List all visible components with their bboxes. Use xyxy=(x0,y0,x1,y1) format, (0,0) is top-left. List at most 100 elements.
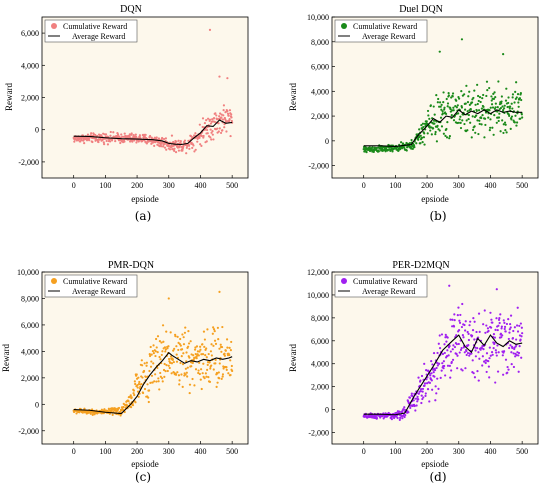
scatter-point xyxy=(507,368,510,371)
scatter-point xyxy=(447,94,451,97)
scatter-point xyxy=(451,358,455,361)
scatter-point xyxy=(190,365,193,368)
scatter-point xyxy=(130,396,133,399)
scatter-point xyxy=(428,400,431,403)
scatter-point xyxy=(440,369,443,372)
scatter-point xyxy=(403,406,406,409)
scatter-point xyxy=(176,335,179,338)
y-axis-label: Reward xyxy=(4,83,14,111)
x-tick-label: 200 xyxy=(131,181,143,190)
scatter-point xyxy=(189,340,192,343)
scatter-point xyxy=(458,118,461,121)
scatter-point xyxy=(222,104,226,107)
scatter-point xyxy=(488,109,491,112)
scatter-point xyxy=(229,349,232,352)
scatter-point xyxy=(175,353,178,356)
scatter-point xyxy=(467,338,471,342)
scatter-point xyxy=(163,143,166,146)
scatter-point xyxy=(229,134,232,138)
scatter-point xyxy=(433,375,436,378)
y-ticks: -2,000 0 2,000 4,000 6,000 xyxy=(18,29,45,167)
scatter-point xyxy=(463,323,466,327)
scatter-point xyxy=(460,90,463,93)
scatter-point xyxy=(444,112,448,116)
scatter-point xyxy=(179,140,182,143)
scatter-point xyxy=(411,394,414,398)
scatter-point xyxy=(190,141,193,144)
scatter-point xyxy=(155,346,158,349)
scatter-point xyxy=(483,360,486,363)
y-tick-label: 12,000 xyxy=(307,268,329,277)
scatter-point xyxy=(142,391,145,395)
y-tick-label: 4,000 xyxy=(311,87,329,96)
y-tick-label: -2,000 xyxy=(308,162,329,171)
scatter-point xyxy=(189,135,193,138)
scatter-point xyxy=(435,366,438,370)
scatter-point xyxy=(218,362,221,365)
scatter-point xyxy=(470,101,474,104)
scatter-point xyxy=(170,134,174,137)
y-tick-label: 8,000 xyxy=(311,38,329,47)
scatter-point xyxy=(161,145,165,148)
scatter-point xyxy=(501,354,504,357)
scatter-point xyxy=(433,113,436,116)
scatter-point xyxy=(209,350,213,353)
scatter-point xyxy=(174,373,178,376)
y-tick-label: -2,000 xyxy=(308,429,329,438)
scatter-point xyxy=(457,306,460,309)
scatter-point xyxy=(161,377,164,380)
scatter-point xyxy=(226,112,230,115)
scatter-point xyxy=(442,367,445,370)
scatter-point xyxy=(165,363,168,367)
y-tick-label: 10,000 xyxy=(307,13,329,22)
scatter-point xyxy=(193,356,196,359)
scatter-point xyxy=(502,373,505,376)
scatter-point xyxy=(131,404,135,407)
scatter-point xyxy=(463,122,466,126)
scatter-point xyxy=(230,364,233,368)
scatter-point xyxy=(181,385,184,389)
scatter-point xyxy=(423,384,426,387)
scatter-points xyxy=(72,290,234,417)
scatter-point xyxy=(200,387,203,391)
scatter-point xyxy=(465,349,468,353)
scatter-point xyxy=(165,148,168,151)
scatter-point xyxy=(141,376,144,379)
scatter-point xyxy=(73,140,76,143)
scatter-point xyxy=(223,123,226,126)
scatter-point xyxy=(470,334,474,337)
scatter-point xyxy=(408,141,412,145)
scatter-point xyxy=(500,102,503,105)
scatter-point xyxy=(90,132,93,135)
x-tick-label: 200 xyxy=(131,447,143,456)
scatter-point xyxy=(511,107,514,110)
scatter-point xyxy=(187,345,190,348)
scatter-point xyxy=(427,114,430,117)
scatter-point xyxy=(183,331,187,334)
scatter-point xyxy=(155,380,158,383)
scatter-point xyxy=(88,139,91,142)
scatter-point xyxy=(448,284,451,287)
legend-marker-scatter xyxy=(341,23,347,29)
scatter-point xyxy=(493,114,496,117)
scatter-point xyxy=(75,412,78,415)
scatter-point xyxy=(452,119,456,122)
x-tick-label: 100 xyxy=(389,181,401,190)
scatter-point xyxy=(474,131,477,134)
scatter-point xyxy=(139,385,142,389)
scatter-point xyxy=(416,400,419,403)
scatter-point xyxy=(167,345,170,348)
scatter-point xyxy=(184,326,187,329)
scatter-point xyxy=(442,360,445,363)
scatter-point xyxy=(510,115,514,118)
scatter-point xyxy=(481,355,484,358)
average-line xyxy=(363,109,523,147)
scatter-point xyxy=(488,86,491,90)
scatter-point xyxy=(111,413,114,417)
scatter-point xyxy=(486,327,490,330)
scatter-point xyxy=(436,377,439,380)
scatter-point xyxy=(162,137,166,141)
scatter-point xyxy=(216,381,219,384)
scatter-point xyxy=(122,405,125,409)
scatter-point xyxy=(520,113,523,116)
